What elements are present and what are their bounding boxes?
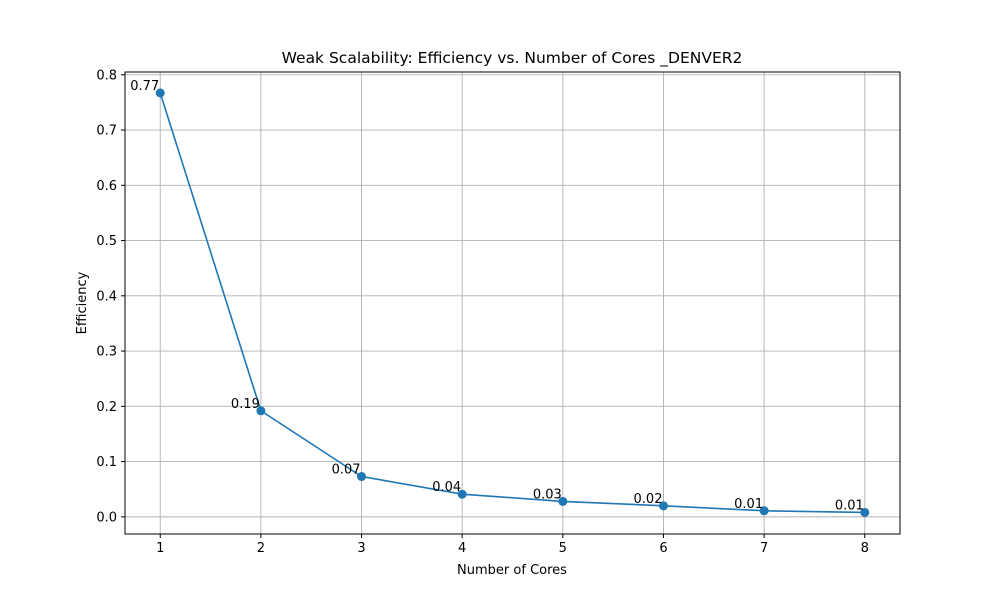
series-line — [159, 92, 865, 514]
x-tick-label: 1 — [156, 541, 164, 556]
data-label: 0.77 — [130, 79, 159, 94]
y-tick-label: 0.7 — [96, 124, 117, 139]
data-point — [155, 88, 165, 98]
plot-frame — [124, 71, 901, 535]
y-tick-label: 0.4 — [96, 289, 117, 304]
data-point — [457, 489, 467, 499]
chart-title: Weak Scalability: Efficiency vs. Number … — [282, 49, 743, 68]
data-point — [558, 496, 568, 506]
data-point — [759, 506, 769, 516]
x-tick-label: 7 — [760, 541, 768, 556]
data-label: 0.03 — [533, 487, 562, 502]
x-axis-label: Number of Cores — [457, 563, 567, 578]
series — [155, 88, 870, 517]
axis-ticks: 1 2 3 4 5 6 7 8 0.0 0.1 0.2 0.3 0.4 0.5 0.6 0.7 0.8 — [96, 68, 869, 556]
y-tick-label: 0.8 — [96, 68, 117, 83]
y-tick-label: 0.0 — [96, 510, 117, 525]
y-tick-label: 0.6 — [96, 179, 117, 194]
data-label: 0.01 — [734, 497, 763, 512]
data-label: 0.07 — [332, 463, 361, 478]
data-label: 0.01 — [835, 498, 864, 513]
x-tick-label: 3 — [357, 541, 365, 556]
y-tick-label: 0.2 — [96, 400, 117, 415]
y-tick-label: 0.3 — [96, 345, 117, 360]
data-point — [256, 406, 266, 416]
x-tick-label: 6 — [659, 541, 667, 556]
data-label: 0.19 — [231, 397, 260, 412]
data-point — [658, 501, 668, 511]
x-tick-label: 8 — [861, 541, 869, 556]
grid — [125, 72, 900, 534]
x-tick-label: 4 — [458, 541, 466, 556]
x-tick-label: 2 — [257, 541, 265, 556]
y-tick-label: 0.5 — [96, 234, 117, 249]
data-point — [357, 472, 367, 482]
y-axis-label: Efficiency — [75, 271, 90, 334]
data-label: 0.02 — [634, 492, 663, 507]
data-point — [860, 507, 870, 517]
x-tick-label: 5 — [559, 541, 567, 556]
data-label: 0.04 — [432, 480, 461, 495]
y-tick-label: 0.1 — [96, 455, 117, 470]
data-labels: 0.77 0.19 0.07 0.04 0.03 0.02 0.01 0.01 — [130, 79, 863, 513]
